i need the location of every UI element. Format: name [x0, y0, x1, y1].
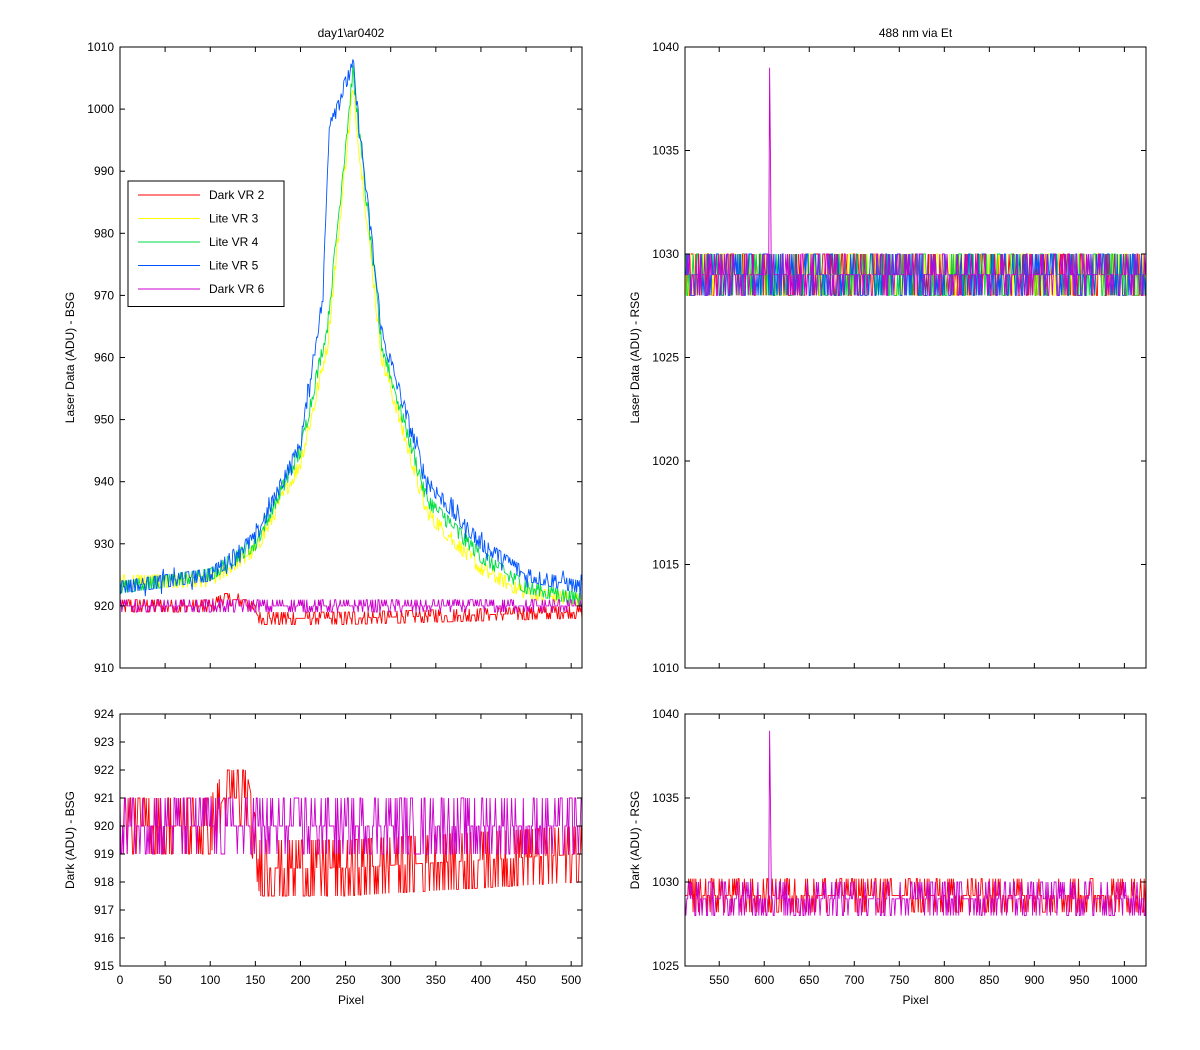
x-tick-label: 400 — [471, 973, 491, 987]
x-tick-label: 850 — [979, 973, 999, 987]
y-tick-label: 916 — [94, 931, 114, 945]
x-tick-label: 50 — [158, 973, 172, 987]
x-tick-label: 100 — [200, 973, 220, 987]
chart-bottom-left: 0 50 100 150 200 250 300 350 400 450 500 915 916 917 9… — [63, 707, 583, 1007]
y-axis-label: Laser Data (ADU) - BSG — [63, 292, 77, 423]
y-tick-label: 920 — [94, 819, 114, 833]
y-tick-label: 1010 — [652, 661, 679, 675]
series-line-3 — [120, 65, 582, 607]
y-tick-label: 921 — [94, 791, 114, 805]
x-tick-label: 200 — [290, 973, 310, 987]
y-tick-label: 970 — [94, 288, 114, 302]
chart-title: 488 nm via Et — [879, 26, 953, 40]
y-tick-label: 950 — [94, 413, 114, 427]
legend-label: Dark VR 6 — [209, 282, 265, 296]
plot-area — [685, 714, 1146, 966]
series-line-5 — [120, 599, 582, 613]
y-tick-label: 1010 — [87, 40, 114, 54]
series-line-2 — [120, 797, 582, 855]
legend-label: Lite VR 5 — [209, 259, 259, 273]
x-tick-label: 800 — [934, 973, 954, 987]
series-line-1 — [120, 593, 582, 625]
x-tick-label: 0 — [117, 973, 124, 987]
y-axis-label: Dark (ADU) - BSG — [63, 791, 77, 889]
y-tick-label: 918 — [94, 875, 114, 889]
x-tick-label: 250 — [336, 973, 356, 987]
series-line-2 — [685, 730, 1146, 917]
y-tick-label: 1025 — [652, 351, 679, 365]
y-tick-label: 915 — [94, 959, 114, 973]
axes-frame — [684, 713, 1147, 967]
x-tick-label: 900 — [1024, 973, 1044, 987]
y-tick-label: 960 — [94, 351, 114, 365]
y-tick-label: 924 — [94, 707, 114, 721]
x-tick-label: 500 — [561, 973, 581, 987]
y-tick-label: 1030 — [652, 247, 679, 261]
x-tick-label: 450 — [516, 973, 536, 987]
legend-label: Lite VR 3 — [209, 212, 259, 226]
y-axis-label: Laser Data (ADU) - RSG — [628, 291, 642, 423]
x-tick-label: 700 — [844, 973, 864, 987]
axes-frame — [119, 713, 583, 967]
plot-area — [120, 47, 582, 668]
y-tick-label: 1030 — [652, 875, 679, 889]
y-tick-label: 917 — [94, 903, 114, 917]
series-line-5 — [685, 67, 1146, 296]
y-tick-label: 1025 — [652, 959, 679, 973]
x-tick-label: 350 — [426, 973, 446, 987]
x-axis-label: Pixel — [338, 993, 364, 1007]
x-tick-label: 650 — [799, 973, 819, 987]
y-tick-label: 940 — [94, 475, 114, 489]
y-tick-label: 922 — [94, 763, 114, 777]
y-tick-label: 980 — [94, 226, 114, 240]
y-tick-label: 910 — [94, 661, 114, 675]
x-axis-label: Pixel — [902, 993, 928, 1007]
series-line-4 — [120, 59, 582, 600]
y-tick-label: 1040 — [652, 707, 679, 721]
legend: Dark VR 2 Lite VR 3 Lite VR 4 Lite VR 5 Dark… — [127, 180, 285, 307]
y-tick-label: 919 — [94, 847, 114, 861]
x-tick-label: 750 — [889, 973, 909, 987]
y-tick-label: 1035 — [652, 144, 679, 158]
legend-box — [127, 180, 285, 307]
y-tick-label: 1000 — [87, 102, 114, 116]
x-tick-label: 1000 — [1111, 973, 1138, 987]
chart-top-right: 1010 1015 1020 1025 1030 1035 1040 488 nm via E… — [628, 26, 1147, 675]
x-tick-label: 550 — [709, 973, 729, 987]
x-tick-label: 300 — [381, 973, 401, 987]
chart-title: day1\ar0402 — [318, 26, 385, 40]
x-tick-label: 150 — [245, 973, 265, 987]
legend-label: Lite VR 4 — [209, 235, 259, 249]
y-tick-label: 990 — [94, 164, 114, 178]
x-tick-label: 600 — [754, 973, 774, 987]
y-tick-label: 930 — [94, 537, 114, 551]
x-tick-label: 950 — [1069, 973, 1089, 987]
y-tick-label: 1040 — [652, 40, 679, 54]
y-tick-label: 1020 — [652, 454, 679, 468]
plot-area — [685, 47, 1146, 668]
y-tick-label: 1015 — [652, 558, 679, 572]
y-tick-label: 920 — [94, 599, 114, 613]
y-tick-label: 923 — [94, 735, 114, 749]
chart-bottom-right: 550 600 650 700 750 800 850 900 950 1000 1025 1030 1… — [628, 707, 1147, 1007]
y-tick-label: 1035 — [652, 791, 679, 805]
legend-label: Dark VR 2 — [209, 188, 265, 202]
chart-top-left: 910 920 930 940 950 960 970 980 990 1000 1010 day1\… — [63, 26, 583, 675]
y-axis-label: Dark (ADU) - RSG — [628, 791, 642, 890]
